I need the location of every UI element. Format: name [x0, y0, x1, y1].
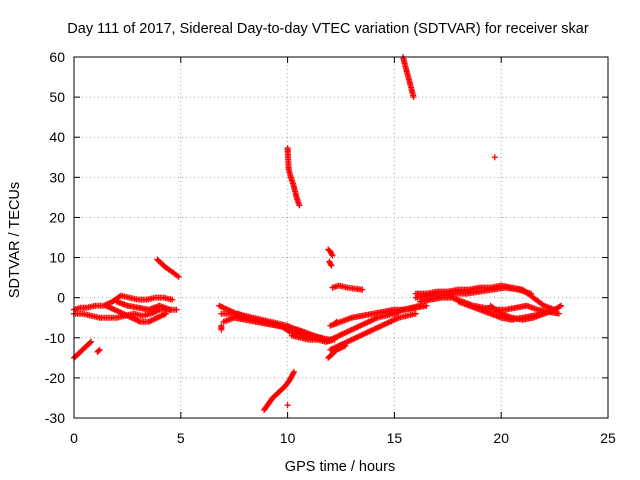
data-point [173, 306, 180, 313]
data-point [296, 202, 303, 209]
data-point [284, 402, 291, 409]
data-point [328, 262, 335, 269]
data-point [96, 346, 103, 353]
y-axis-label: SDTVAR / TECUs [7, 182, 23, 298]
data-point [162, 310, 169, 317]
series-band-16-23h-d [487, 302, 565, 323]
x-axis-label: GPS time / hours [285, 459, 395, 475]
data-point [175, 273, 182, 280]
tick-layer [73, 56, 609, 419]
data-point [327, 261, 334, 268]
series-peak-4h [154, 256, 182, 280]
series-pos-lobe-12h-a [325, 246, 336, 259]
series-band-12-16h-d [327, 302, 430, 329]
series-band-12-16h-c [325, 342, 349, 361]
data-point [95, 347, 102, 354]
y-tick-label: 60 [49, 49, 65, 65]
series-neg-lobe-10h [261, 368, 298, 413]
data-point [556, 303, 563, 310]
data-point [528, 290, 535, 297]
series-early-band-c [103, 302, 169, 325]
series-band-12-16h-e [331, 318, 340, 327]
series-high-15h [399, 54, 417, 101]
x-tick-label: 10 [280, 430, 296, 446]
series-pos-lobe-10h [284, 145, 303, 209]
data-point [558, 302, 565, 309]
plot-frame [73, 56, 609, 419]
x-tick-label: 25 [600, 430, 616, 446]
data-layer [71, 54, 565, 413]
data-point [342, 342, 349, 349]
data-point [218, 326, 225, 333]
chart-title: Day 111 of 2017, Sidereal Day-to-day VTE… [67, 21, 589, 37]
series-early-band-d [113, 298, 174, 313]
y-tick-label: 10 [49, 250, 65, 266]
data-point [329, 252, 336, 259]
y-tick-label: 40 [49, 129, 65, 145]
data-point [290, 370, 297, 377]
data-point [88, 338, 95, 345]
series-pos-lobe-12h-c [329, 282, 366, 293]
x-tick-label: 20 [493, 430, 509, 446]
series-isolated-7h [218, 322, 225, 333]
y-tick-label: 30 [49, 169, 65, 185]
data-point [423, 302, 430, 309]
x-tick-label: 0 [70, 430, 78, 446]
series-isolated-20h [491, 154, 498, 161]
data-point [359, 286, 366, 293]
tick-label-layer: 0 5 10 15 20 25 -30 -20 -10 0 10 20 30 40 50 60 [45, 49, 616, 446]
data-point [332, 319, 339, 326]
y-tick-label: -20 [45, 370, 65, 386]
series-band-12-16h-b [327, 310, 419, 353]
x-tick-label: 15 [387, 430, 403, 446]
series-band-16-23h-e [412, 284, 535, 301]
y-tick-label: 0 [57, 290, 65, 306]
data-point [169, 296, 176, 303]
data-point [410, 94, 417, 101]
data-point [328, 251, 335, 258]
y-tick-label: 50 [49, 89, 65, 105]
x-tick-label: 5 [177, 430, 185, 446]
y-tick-label: -10 [45, 330, 65, 346]
series-early-dip-b [94, 346, 103, 355]
series-neg-lobe-10h-b [284, 402, 291, 409]
series-pos-lobe-12h-b [326, 258, 335, 269]
y-tick-label: 20 [49, 209, 65, 225]
data-point [333, 318, 340, 325]
data-point [167, 306, 174, 313]
data-point [555, 310, 562, 317]
y-tick-label: -30 [45, 410, 65, 426]
data-point [87, 339, 94, 346]
data-point [412, 310, 419, 317]
data-point [291, 368, 298, 375]
data-point [491, 154, 498, 161]
